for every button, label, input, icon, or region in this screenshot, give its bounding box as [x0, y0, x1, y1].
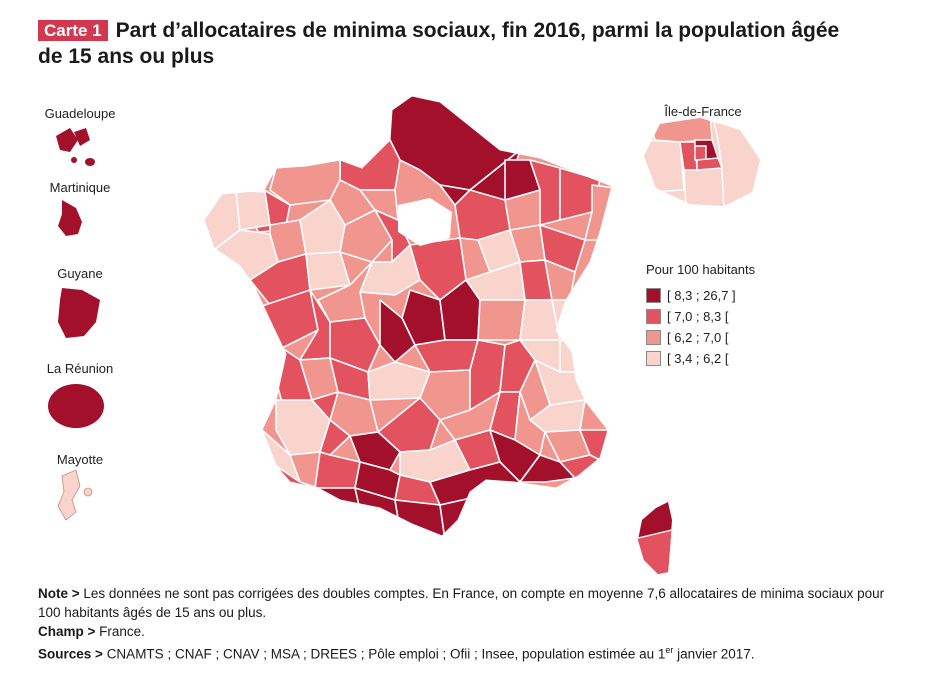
legend-item-2: [ 7,0 ; 8,3 [: [646, 306, 755, 327]
map-tag: Carte 1: [38, 20, 108, 41]
idf-inset: [644, 118, 760, 206]
dept-vaucluse: [519, 454, 576, 483]
mayotte-shape: [57, 469, 93, 521]
idf-val-marne: [696, 157, 724, 171]
idf-essonne: [683, 167, 725, 206]
dept-seine-maritime: [339, 139, 401, 191]
legend-label-4: [ 3,4 ; 6,2 [: [667, 351, 729, 366]
map-notes: Note > Les données ne sont pas corrigées…: [38, 584, 908, 664]
label-guyane: Guyane: [57, 266, 103, 281]
overseas-territories: [48, 128, 104, 521]
corse-sud: [638, 527, 672, 574]
legend-title: Pour 100 habitants: [646, 262, 756, 277]
dept-pyr-orient: [399, 529, 461, 536]
map-legend: Pour 100 habitants [ 8,3 ; 26,7 ] [ 7,0 …: [646, 262, 755, 369]
note-line: Note > Les données ne sont pas corrigées…: [38, 584, 908, 622]
dept-saone-loire: [477, 299, 526, 341]
idf-paris: [694, 145, 707, 161]
sources-line: Sources > CNAMTS ; CNAF ; CNAV ; MSA ; D…: [38, 641, 908, 664]
note-label: Note >: [38, 586, 80, 601]
dept-dordogne: [311, 391, 351, 456]
champ-line: Champ > France.: [38, 622, 908, 641]
martinique-shape: [58, 200, 82, 236]
legend-swatch-1: [646, 288, 661, 303]
label-mayotte: Mayotte: [56, 452, 104, 467]
dept-hautes-alpes: [529, 399, 586, 433]
legend-swatch-4: [646, 351, 661, 366]
dept-meuse: [529, 159, 561, 226]
champ-text: France.: [99, 624, 145, 639]
dept-indre: [379, 299, 416, 363]
legend-label-3: [ 6,2 ; 7,0 [: [667, 330, 729, 345]
dept-cotes: [235, 189, 271, 231]
legend-item-3: [ 6,2 ; 7,0 [: [646, 327, 755, 348]
champ-label: Champ >: [38, 624, 96, 639]
dept-calvados: [269, 159, 341, 206]
dept-sarthe: [339, 209, 393, 263]
guadeloupe-shape: [56, 128, 95, 166]
idf-yvelines: [644, 139, 685, 193]
corse: [638, 502, 672, 574]
label-ile-de-france: Île-de-France: [664, 104, 742, 119]
label-la-reunion: La Réunion: [46, 361, 114, 376]
metropole-outline: [203, 95, 613, 537]
legend-label-1: [ 8,3 ; 26,7 ]: [667, 288, 736, 303]
label-martinique: Martinique: [49, 180, 111, 195]
title-line-1: Part d’allocataires de minima sociaux, f…: [115, 19, 840, 42]
reunion-shape: [48, 384, 104, 428]
legend-item-4: [ 3,4 ; 6,2 [: [646, 348, 755, 369]
label-guadeloupe: Guadeloupe: [44, 106, 116, 121]
map-title: Carte 1 Part d’allocataires de minima soc…: [38, 18, 898, 70]
idf-hole: [398, 198, 452, 246]
dept-lot: [349, 431, 401, 471]
sources-label: Sources >: [38, 646, 103, 662]
sources-text: CNAMTS ; CNAF ; CNAV ; MSA ; DREES ; Pôl…: [106, 646, 666, 662]
legend-swatch-3: [646, 330, 661, 345]
sources-sup: er: [665, 645, 674, 655]
guyane-shape: [58, 288, 100, 338]
legend-swatch-2: [646, 309, 661, 324]
sources-end: janvier 2017.: [673, 646, 755, 662]
legend-label-2: [ 7,0 ; 8,3 [: [667, 309, 729, 324]
legend-item-1: [ 8,3 ; 26,7 ]: [646, 285, 755, 306]
title-line-2: de 15 ans ou plus: [38, 45, 215, 68]
dept-vienne: [329, 317, 381, 373]
note-text: Les données ne sont pas corrigées des do…: [38, 586, 885, 620]
metropole-france: [203, 95, 613, 537]
